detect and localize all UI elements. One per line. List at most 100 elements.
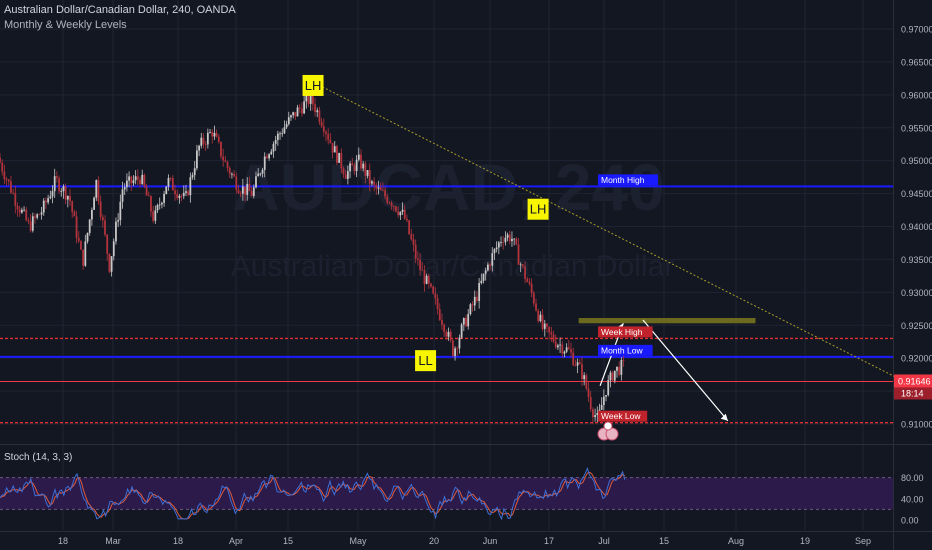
candle-body	[18, 209, 21, 213]
candle-body	[158, 204, 161, 206]
candle-body	[511, 238, 513, 242]
candle-body	[532, 292, 535, 304]
candle-body	[622, 360, 625, 361]
candle-body	[480, 280, 483, 284]
candle-body	[25, 209, 28, 221]
candle-body	[410, 234, 413, 240]
candle-body	[484, 270, 487, 274]
candle-body	[557, 345, 559, 348]
candle-body	[20, 209, 23, 213]
stoch-band	[0, 477, 893, 510]
candle-body	[283, 127, 286, 134]
candle-body	[290, 115, 292, 118]
candle-body	[611, 372, 614, 381]
candle-body	[521, 264, 524, 267]
candle-body	[266, 156, 268, 159]
candle-body	[333, 146, 336, 153]
candle-body	[119, 201, 122, 221]
candle-body	[462, 318, 465, 325]
annotation-box[interactable]	[527, 198, 549, 220]
candle-body	[309, 92, 312, 104]
candle-body	[185, 191, 187, 193]
candle-body	[23, 209, 25, 211]
candle-body	[406, 218, 408, 221]
price-axis-tick: 0.96500	[901, 57, 932, 67]
candle-body	[16, 205, 19, 210]
candle-body	[141, 174, 144, 184]
time-axis-tick: 18	[173, 536, 183, 546]
candle-body	[268, 154, 271, 159]
candle-body	[456, 348, 459, 350]
event-icon[interactable]	[603, 421, 613, 431]
candle-body	[616, 366, 618, 371]
candle-body	[235, 176, 238, 190]
candle-body	[399, 211, 402, 216]
candle-body	[519, 264, 522, 266]
candle-body	[259, 173, 262, 175]
time-axis-tick: Aug	[728, 536, 744, 546]
candle-body	[180, 195, 183, 197]
candle-body	[209, 132, 211, 133]
candle-body	[169, 178, 172, 179]
candle-body	[565, 347, 568, 352]
candle-body	[82, 249, 85, 266]
candle-body	[47, 198, 50, 203]
candle-body	[97, 180, 100, 202]
time-axis-tick: 17	[544, 536, 554, 546]
candle-body	[375, 184, 378, 189]
resistance-zone[interactable]	[578, 318, 756, 324]
annotation-box[interactable]	[302, 74, 324, 96]
candle-body	[609, 372, 612, 381]
candle-body	[495, 247, 498, 250]
candle-body	[145, 186, 148, 196]
time-axis-tick: Jul	[598, 536, 610, 546]
candle-body	[5, 179, 8, 181]
candle-body	[90, 209, 93, 220]
candle-body	[371, 181, 373, 184]
candle-body	[296, 107, 299, 117]
candle-body	[517, 244, 520, 265]
candle-body	[71, 201, 74, 212]
candle-body	[66, 195, 69, 200]
candle-body	[436, 298, 439, 310]
time-axis-tick: 19	[800, 536, 810, 546]
price-axis-tick: 0.94000	[901, 222, 932, 232]
projection-down-leg[interactable]	[642, 319, 729, 422]
candle-body	[504, 237, 507, 243]
candle-body	[434, 293, 437, 299]
candle-body	[592, 409, 594, 418]
candle-body	[500, 242, 502, 243]
time-axis-tick: Apr	[229, 536, 243, 546]
candle-body	[430, 283, 432, 287]
candle-body	[213, 132, 216, 137]
candle-body	[543, 323, 546, 329]
candle-body	[115, 221, 117, 242]
annotation-box[interactable]	[415, 350, 437, 372]
candle-body	[261, 169, 264, 174]
candle-body	[58, 178, 60, 192]
candle-body	[476, 296, 478, 301]
candle-body	[427, 275, 430, 284]
candle-body	[187, 191, 190, 196]
candle-body	[147, 195, 150, 197]
time-axis-tick: Mar	[105, 536, 121, 546]
candle-body	[447, 331, 450, 337]
candle-body	[27, 220, 30, 222]
candle-body	[220, 141, 222, 157]
candle-body	[3, 171, 6, 180]
candle-body	[515, 238, 518, 245]
candle-body	[248, 183, 251, 192]
candle-body	[607, 380, 610, 396]
candle-body	[215, 132, 218, 137]
candle-body	[349, 163, 351, 172]
candle-body	[200, 137, 203, 146]
candle-body	[550, 332, 553, 335]
stoch-axis-tick: 40.00	[901, 494, 924, 504]
candle-body	[526, 278, 529, 282]
candle-body	[451, 340, 454, 356]
candle-body	[401, 209, 404, 212]
candle-body	[117, 220, 120, 222]
